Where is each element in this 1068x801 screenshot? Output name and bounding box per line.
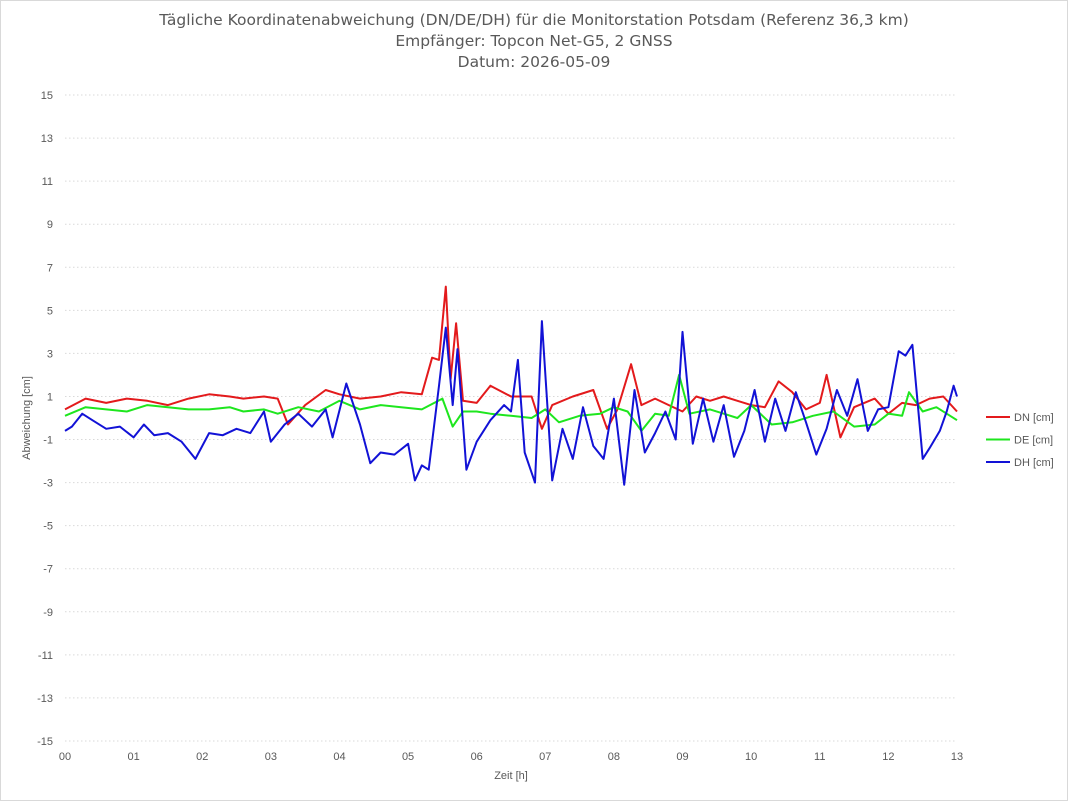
x-tick-label: 05 — [402, 751, 414, 763]
chart-subtitle-date: Datum: 2026-05-09 — [457, 53, 611, 71]
x-tick-label: 02 — [196, 751, 208, 763]
series-lines — [64, 285, 958, 486]
x-tick-label: 01 — [127, 751, 139, 763]
x-axis-ticks: 00 01 02 03 04 05 06 07 08 09 10 11 12 13 — [59, 751, 963, 763]
y-tick-label: 3 — [47, 348, 53, 360]
y-tick-label: -1 — [43, 435, 53, 447]
x-axis-label: Zeit [h] — [494, 770, 528, 782]
legend-label: DH [cm] — [1014, 457, 1054, 469]
y-tick-label: 5 — [47, 305, 53, 317]
y-axis-ticks: 15 13 11 9 7 5 3 1 -1 -3 -5 -7 -9 -11 -13 -15 — [37, 90, 53, 748]
x-tick-label: 06 — [471, 751, 483, 763]
x-tick-label: 10 — [745, 751, 757, 763]
legend-label: DE [cm] — [1014, 435, 1053, 447]
y-tick-label: 15 — [41, 90, 53, 102]
y-tick-label: 9 — [47, 219, 53, 231]
x-tick-label: 00 — [59, 751, 71, 763]
chart-subtitle: Empfänger: Topcon Net-G5, 2 GNSS — [395, 32, 673, 50]
x-tick-label: 11 — [814, 751, 825, 763]
y-tick-label: 13 — [41, 133, 53, 145]
x-tick-label: 03 — [265, 751, 277, 763]
y-tick-label: 7 — [47, 262, 53, 274]
y-tick-label: -11 — [38, 650, 53, 662]
y-tick-label: -13 — [37, 693, 53, 705]
y-tick-label: 11 — [42, 176, 53, 188]
x-tick-label: 07 — [539, 751, 551, 763]
x-tick-label: 12 — [882, 751, 894, 763]
y-axis-label: Abweichung [cm] — [21, 376, 33, 460]
y-tick-label: 1 — [47, 391, 53, 403]
x-tick-label: 13 — [951, 751, 963, 763]
x-tick-label: 09 — [676, 751, 688, 763]
series-line-de — [64, 373, 958, 432]
y-tick-label: -7 — [43, 564, 53, 576]
legend-label: DN [cm] — [1014, 412, 1054, 424]
legend: DN [cm] DE [cm] DH [cm] — [986, 412, 1054, 469]
y-tick-label: -9 — [43, 607, 53, 619]
y-tick-label: -15 — [37, 736, 53, 748]
gridlines — [65, 94, 957, 742]
x-tick-label: 04 — [333, 751, 345, 763]
x-tick-label: 08 — [608, 751, 620, 763]
chart-titles: Tägliche Koordinatenabweichung (DN/DE/DH… — [0, 10, 1068, 73]
y-tick-label: -3 — [43, 478, 53, 490]
series-line-dh — [64, 320, 958, 486]
series-line-dn — [64, 285, 958, 439]
chart-title: Tägliche Koordinatenabweichung (DN/DE/DH… — [159, 11, 909, 29]
y-tick-label: -5 — [43, 521, 53, 533]
